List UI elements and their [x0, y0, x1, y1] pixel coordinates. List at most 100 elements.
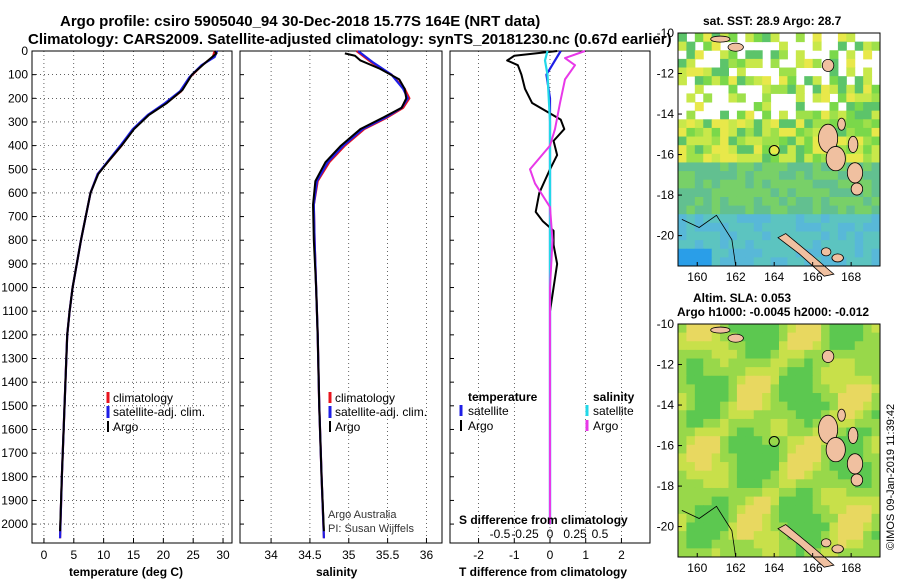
x-tick-label: 30 — [216, 548, 230, 562]
map-cell — [871, 462, 881, 472]
map-cell — [753, 240, 763, 250]
map-cell — [728, 58, 738, 69]
map-cell — [736, 453, 746, 463]
map-cell — [854, 436, 864, 446]
map-cell — [753, 513, 763, 523]
map-cell — [846, 58, 856, 69]
map-cell — [745, 248, 755, 258]
map-cell — [804, 76, 814, 86]
map-cell — [812, 479, 822, 489]
map-cell — [728, 257, 738, 267]
map-cell — [779, 453, 788, 463]
map-cell — [779, 539, 788, 549]
map-cell — [787, 367, 797, 377]
map-cell — [762, 427, 772, 437]
map-cell — [711, 418, 721, 429]
map-cell — [762, 162, 772, 172]
map-cell — [787, 418, 797, 429]
map-cell — [728, 214, 738, 224]
map-cell — [762, 367, 772, 377]
header-line1: Argo profile: csiro 5905040_94 30-Dec-20… — [60, 13, 540, 30]
depth-tick-label: 1500 — [1, 399, 28, 413]
map-cell — [694, 453, 704, 463]
map-cell — [787, 479, 797, 489]
map-cell — [728, 76, 738, 86]
map-cell — [871, 539, 881, 549]
map-cell — [745, 401, 755, 411]
map-cell — [837, 401, 847, 411]
map-cell — [812, 436, 822, 446]
temperature-legend: climatology satellite-adj. clim. Argo — [106, 391, 205, 434]
map-cell — [686, 470, 696, 480]
map-cell — [804, 324, 814, 334]
map-cell — [703, 393, 713, 403]
island — [850, 182, 864, 196]
x-tick-label: 1 — [582, 548, 589, 562]
map-cell — [762, 102, 772, 112]
map-cell — [694, 548, 704, 558]
map-cell — [678, 214, 687, 224]
map-cell — [871, 162, 881, 172]
map-cell — [686, 384, 696, 394]
map-cell — [837, 548, 847, 558]
map-cell — [770, 179, 780, 189]
map-cell — [694, 127, 704, 138]
map-cell — [720, 436, 729, 446]
depth-tick-label: 900 — [8, 257, 28, 271]
map-cell — [711, 410, 721, 420]
map-cell — [711, 136, 721, 146]
map-cell — [770, 248, 780, 258]
map-cell — [694, 324, 704, 334]
map-cell — [871, 248, 881, 258]
map-cell — [711, 470, 721, 480]
map-cell — [770, 33, 780, 43]
map-cell — [745, 462, 755, 472]
depth-tick-labels: 0 100 200 300 400 500 600 700 800 900 1000 1100 1200… — [1, 44, 28, 531]
map-cell — [863, 171, 873, 181]
map-cell — [804, 375, 814, 385]
series-argo — [59, 50, 218, 532]
map-cell — [863, 110, 873, 120]
map-cell — [863, 401, 873, 411]
map-cell — [753, 531, 763, 541]
map-cell — [736, 222, 746, 232]
map-cell — [678, 531, 687, 541]
depth-tick-label: 100 — [8, 68, 28, 82]
map-cell — [863, 41, 873, 51]
map-cell — [686, 324, 696, 334]
map-cell — [736, 496, 746, 506]
map-cell — [678, 188, 687, 198]
map-cell — [846, 401, 856, 411]
map-cell — [694, 332, 704, 342]
map-cell — [846, 470, 856, 480]
map-cell — [678, 41, 687, 51]
map-cell — [863, 470, 873, 480]
map-cell — [787, 436, 797, 446]
island — [821, 349, 835, 363]
map-cell — [770, 153, 780, 163]
map-cell — [787, 127, 797, 138]
map-cell — [854, 222, 864, 232]
sal-legend-sat: satellite-adj. clim. — [335, 405, 427, 419]
map-cell — [753, 127, 763, 138]
map-cell — [779, 418, 788, 429]
map-cell — [694, 539, 704, 549]
map-cell — [720, 384, 729, 394]
map-cell — [753, 171, 763, 181]
map-cell — [787, 171, 797, 181]
map-cell — [871, 418, 881, 429]
map-cell — [829, 240, 839, 250]
map-cell — [846, 110, 856, 120]
map-cell — [779, 222, 788, 232]
map-cell — [686, 332, 696, 342]
map-cell — [804, 418, 814, 429]
map-cell — [779, 153, 788, 163]
map-cell — [720, 58, 729, 69]
map-cell — [678, 444, 687, 454]
map-cell — [779, 505, 788, 515]
map-cell — [720, 453, 729, 463]
lon-tick-label: 168 — [841, 270, 861, 284]
map-cell — [812, 410, 822, 420]
map-cell — [770, 119, 780, 129]
map-cell — [711, 349, 721, 360]
